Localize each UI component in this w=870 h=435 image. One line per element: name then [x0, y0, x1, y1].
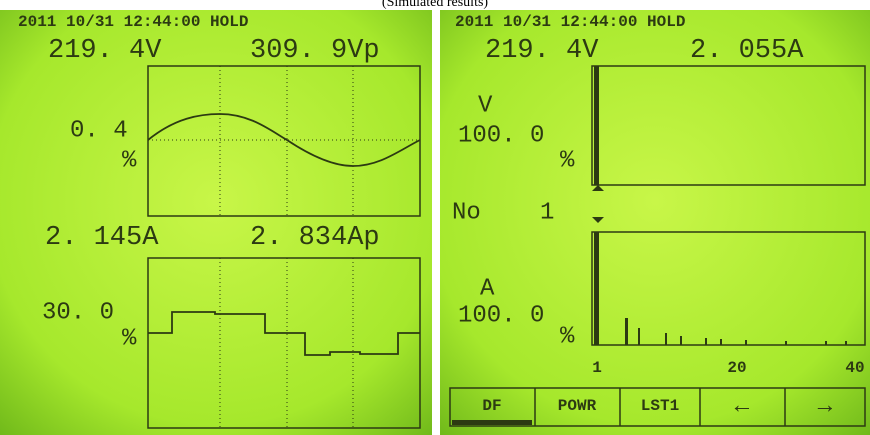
caption: (Simulated results) — [382, 0, 488, 10]
axis-label: 20 — [727, 359, 746, 377]
voltage-label: V — [478, 92, 493, 119]
order-label: No — [452, 199, 481, 226]
order-value: 1 — [540, 199, 554, 226]
button[interactable]: POWR — [558, 397, 597, 415]
current-rms: 2. 055A — [690, 36, 804, 66]
button[interactable]: → — [818, 393, 833, 420]
button[interactable]: LST1 — [641, 397, 679, 415]
voltage-rms: 219. 4V — [485, 36, 599, 66]
voltage-scale: 100. 0 — [458, 122, 544, 149]
current-label: A — [480, 275, 495, 302]
current-unit: % — [560, 323, 575, 350]
voltage-unit: % — [122, 147, 137, 174]
current-rms: 2. 145A — [45, 223, 159, 253]
current-unit: % — [122, 325, 137, 352]
button[interactable]: DF — [482, 397, 501, 415]
harmonic-bar — [594, 66, 599, 185]
current-scale: 100. 0 — [458, 302, 544, 329]
voltage-peak: 309. 9Vp — [250, 36, 380, 66]
current-peak: 2. 834Ap — [250, 223, 380, 253]
axis-label: 40 — [845, 359, 864, 377]
voltage-scale: 0. 4 — [70, 117, 128, 144]
voltage-rms: 219. 4V — [48, 36, 162, 66]
button[interactable]: ← — [735, 393, 750, 420]
header: 2011 10/31 12:44:00 HOLD — [18, 13, 248, 31]
voltage-unit: % — [560, 147, 575, 174]
right-screen — [440, 10, 870, 435]
page: (Simulated results) 2011 10/31 12:44:00 … — [0, 0, 870, 435]
axis-label: 1 — [592, 359, 602, 377]
header: 2011 10/31 12:44:00 HOLD — [455, 13, 685, 31]
current-scale: 30. 0 — [42, 299, 114, 326]
